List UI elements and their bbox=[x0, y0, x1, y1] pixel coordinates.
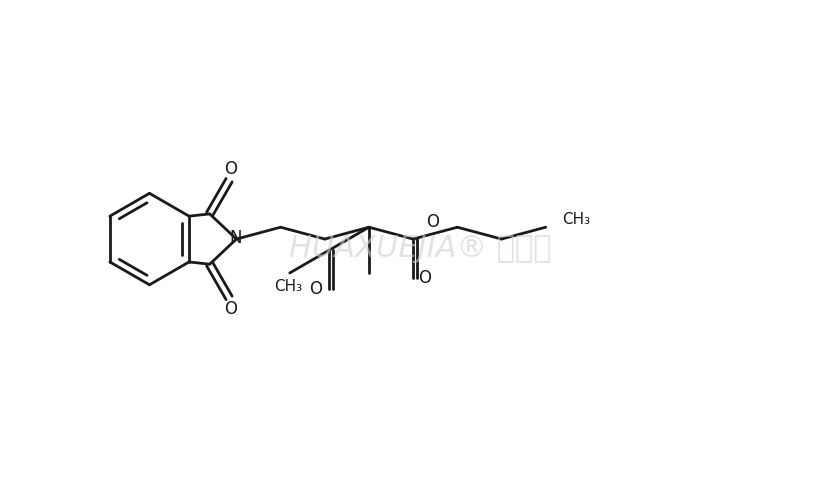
Text: O: O bbox=[309, 280, 322, 298]
Text: CH₃: CH₃ bbox=[562, 212, 589, 227]
Text: O: O bbox=[225, 161, 237, 178]
Text: HUAXUEJIA® 化学加: HUAXUEJIA® 化学加 bbox=[289, 235, 551, 263]
Text: O: O bbox=[426, 213, 438, 231]
Text: CH₃: CH₃ bbox=[273, 279, 302, 294]
Text: O: O bbox=[419, 269, 432, 287]
Text: O: O bbox=[225, 300, 237, 318]
Text: N: N bbox=[229, 229, 241, 247]
